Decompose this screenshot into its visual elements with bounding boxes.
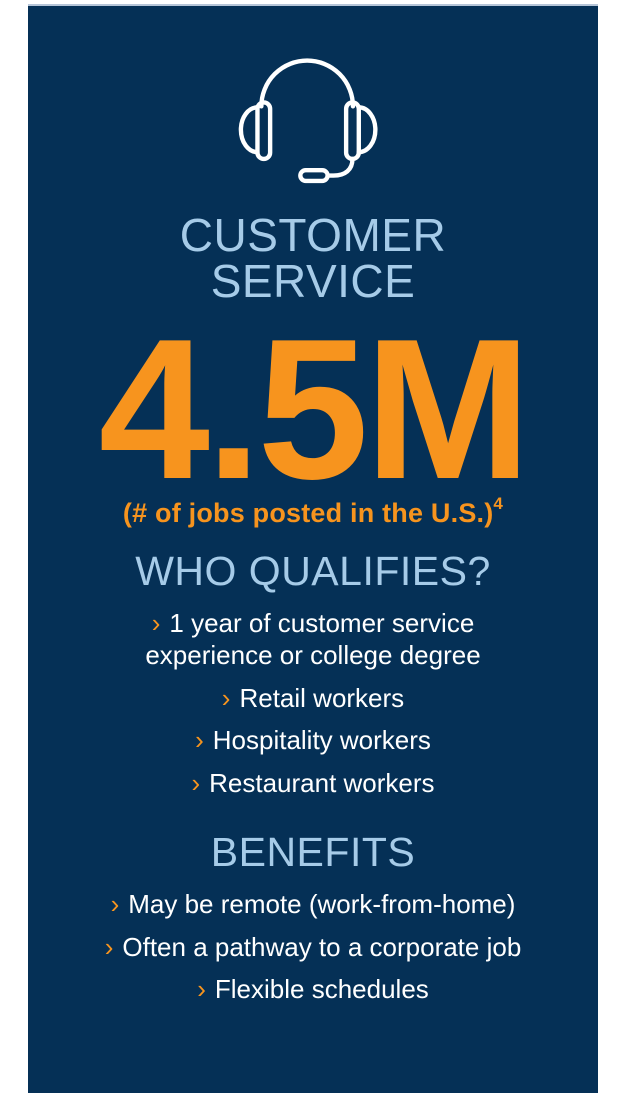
footnote-marker: 4 (493, 494, 504, 513)
list-item-text: May be remote (work-from-home) (128, 888, 516, 919)
chevron-bullet-icon: › (104, 931, 114, 962)
list-item: › Retail workers (28, 683, 598, 715)
chevron-bullet-icon: › (195, 725, 204, 756)
benefits-list: › May be remote (work-from-home) › Often a… (28, 889, 598, 1006)
infographic-panel: CUSTOMER SERVICE 4.5M (# of jobs posted … (28, 4, 598, 1093)
page-background: CUSTOMER SERVICE 4.5M (# of jobs posted … (0, 4, 626, 1093)
stat-value: 4.5M (98, 298, 532, 521)
list-item: › 1 year of customer service experience o… (98, 608, 528, 671)
title-line-2: SERVICE (210, 255, 416, 307)
list-item-text: Flexible schedules (214, 974, 429, 1005)
stat-caption: (# of jobs posted in the U.S.)4 (28, 494, 598, 529)
list-item-text: Often a pathway to a corporate job (122, 931, 522, 962)
list-item: › Hospitality workers (28, 725, 598, 757)
chevron-bullet-icon: › (221, 682, 231, 713)
stat-caption-text: (# of jobs posted in the U.S.) (122, 498, 494, 528)
list-item-text: 1 year of customer service experience or… (145, 608, 481, 670)
chevron-bullet-icon: › (191, 767, 201, 798)
list-item: › Flexible schedules (28, 974, 598, 1006)
chevron-bullet-icon: › (197, 974, 206, 1005)
section-heading-who-qualifies: WHO QUALIFIES? (135, 548, 491, 594)
page-title: CUSTOMER SERVICE (28, 212, 598, 304)
list-item-text: Retail workers (239, 682, 405, 713)
chevron-bullet-icon: › (151, 608, 161, 639)
qualifications-list: › 1 year of customer service experience o… (28, 608, 598, 800)
chevron-bullet-icon: › (110, 888, 120, 919)
list-item-text: Restaurant workers (209, 767, 435, 798)
headset-icon (238, 58, 378, 184)
list-item: › May be remote (work-from-home) (28, 889, 598, 921)
list-item-text: Hospitality workers (212, 725, 431, 756)
list-item: › Often a pathway to a corporate job (28, 932, 598, 964)
list-item: › Restaurant workers (28, 768, 598, 800)
section-heading-benefits: BENEFITS (210, 828, 416, 875)
title-line-1: CUSTOMER (179, 209, 447, 261)
